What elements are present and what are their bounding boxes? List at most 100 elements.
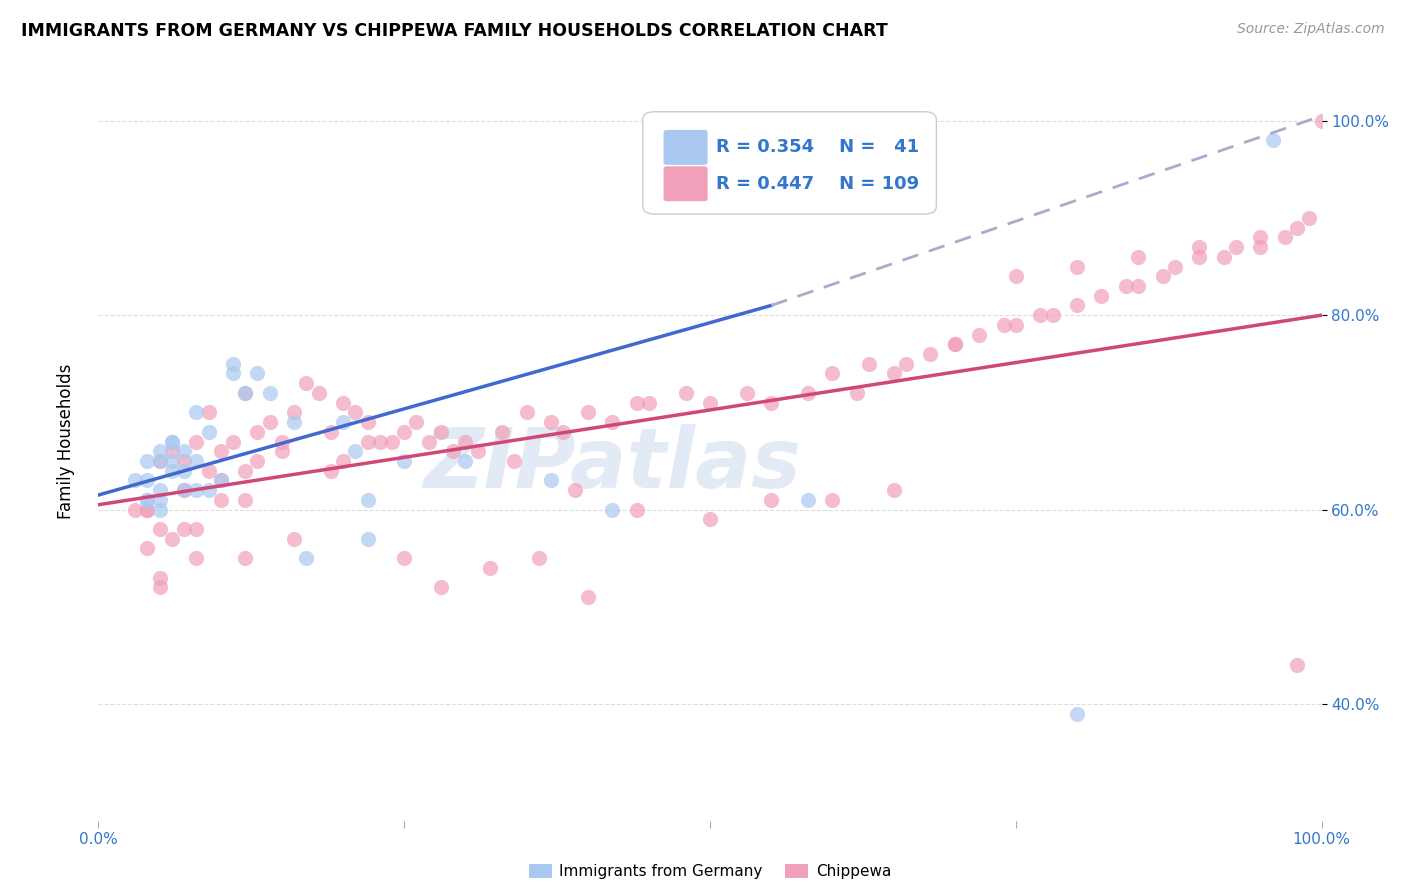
Point xyxy=(160,532,183,546)
Point xyxy=(283,532,305,546)
Point xyxy=(1188,240,1211,254)
Point xyxy=(392,425,416,439)
Point xyxy=(186,551,208,566)
Point xyxy=(136,541,159,556)
Point xyxy=(491,425,513,439)
Point xyxy=(553,425,575,439)
Point xyxy=(136,492,159,507)
Point xyxy=(1188,250,1211,264)
Point xyxy=(1128,250,1150,264)
Point xyxy=(136,492,159,507)
Point xyxy=(173,444,195,458)
Point xyxy=(233,551,256,566)
Point xyxy=(637,395,661,409)
Point xyxy=(149,492,172,507)
Point xyxy=(1286,220,1309,235)
Text: R = 0.354    N =   41: R = 0.354 N = 41 xyxy=(716,138,920,156)
Point xyxy=(356,492,378,507)
Point xyxy=(1029,308,1052,322)
Point xyxy=(1249,230,1271,244)
Point xyxy=(883,483,905,497)
Point xyxy=(319,464,342,478)
Text: IMMIGRANTS FROM GERMANY VS CHIPPEWA FAMILY HOUSEHOLDS CORRELATION CHART: IMMIGRANTS FROM GERMANY VS CHIPPEWA FAMI… xyxy=(21,22,887,40)
Point xyxy=(1004,269,1026,284)
Point xyxy=(197,405,219,419)
Point xyxy=(356,532,378,546)
Point xyxy=(761,492,783,507)
Point xyxy=(1261,133,1284,147)
Point xyxy=(454,434,477,449)
Point xyxy=(332,395,354,409)
Point xyxy=(564,483,586,497)
Point xyxy=(173,454,195,468)
Point xyxy=(136,474,159,488)
Point xyxy=(246,425,269,439)
Point xyxy=(186,483,208,497)
Point xyxy=(149,454,172,468)
Point xyxy=(797,492,820,507)
Point xyxy=(626,395,648,409)
Point xyxy=(160,444,183,458)
Y-axis label: Family Households: Family Households xyxy=(56,364,75,519)
Point xyxy=(173,483,195,497)
Point xyxy=(430,580,453,594)
Point xyxy=(858,357,880,371)
Point xyxy=(418,434,440,449)
Point xyxy=(600,415,623,429)
Point xyxy=(1042,308,1064,322)
Point xyxy=(344,444,367,458)
Point xyxy=(576,590,599,604)
Point xyxy=(233,492,256,507)
Point xyxy=(186,405,208,419)
Point xyxy=(1066,298,1088,312)
Point xyxy=(209,474,232,488)
Point xyxy=(209,474,232,488)
Point xyxy=(173,464,195,478)
Point xyxy=(967,327,990,342)
Point xyxy=(1298,211,1320,225)
Point xyxy=(149,580,172,594)
Point xyxy=(209,444,232,458)
Point xyxy=(233,464,256,478)
Point xyxy=(441,444,464,458)
Point xyxy=(821,367,844,381)
Point xyxy=(259,415,281,429)
FancyBboxPatch shape xyxy=(643,112,936,214)
Point xyxy=(600,502,623,516)
Point xyxy=(699,395,721,409)
Text: ZIPatlas: ZIPatlas xyxy=(423,424,801,505)
Point xyxy=(845,386,868,401)
Point xyxy=(319,425,342,439)
Point xyxy=(222,367,245,381)
Point xyxy=(283,415,305,429)
Point xyxy=(270,444,294,458)
Point xyxy=(993,318,1015,332)
FancyBboxPatch shape xyxy=(664,166,707,202)
Point xyxy=(883,367,905,381)
Point xyxy=(1286,658,1309,673)
Point xyxy=(540,474,562,488)
Point xyxy=(1090,289,1112,303)
Point xyxy=(626,502,648,516)
Point xyxy=(222,357,245,371)
Point xyxy=(246,454,269,468)
Point xyxy=(699,512,721,526)
Point xyxy=(259,386,281,401)
Point xyxy=(392,551,416,566)
Point xyxy=(430,425,453,439)
Point xyxy=(1212,250,1234,264)
Point xyxy=(186,522,208,536)
Point xyxy=(233,386,256,401)
Point xyxy=(540,415,562,429)
Point xyxy=(920,347,942,361)
Point xyxy=(160,454,183,468)
Point xyxy=(149,502,172,516)
Point xyxy=(295,551,318,566)
Point xyxy=(124,474,146,488)
Text: Source: ZipAtlas.com: Source: ZipAtlas.com xyxy=(1237,22,1385,37)
Point xyxy=(197,425,219,439)
Point xyxy=(515,405,537,419)
Point xyxy=(149,522,172,536)
Point xyxy=(344,405,367,419)
Point xyxy=(246,367,269,381)
